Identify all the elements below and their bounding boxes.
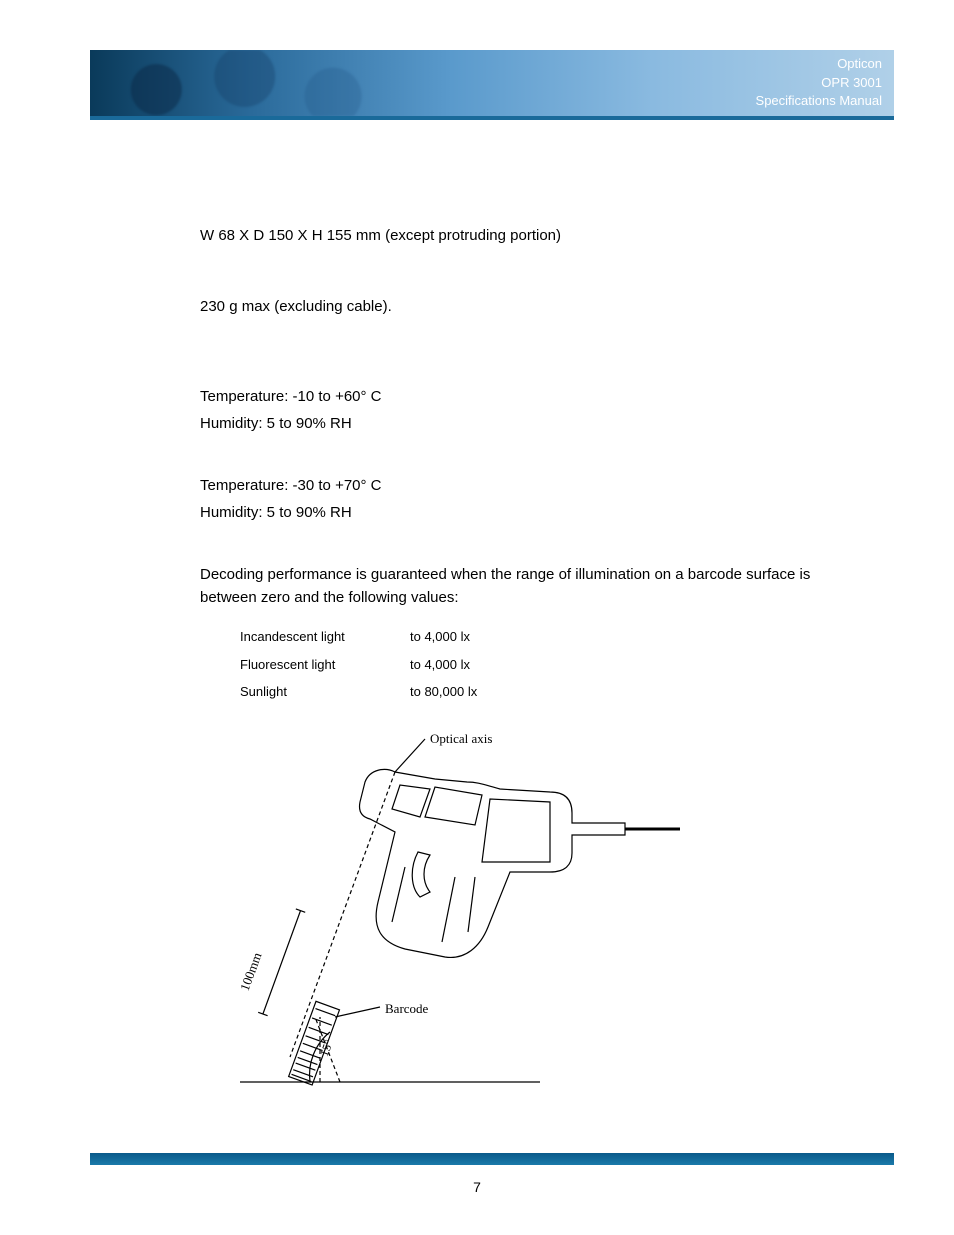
storage-humidity: Humidity: 5 to 90% RH xyxy=(200,502,834,525)
illum-label-1: Fluorescent light xyxy=(240,655,410,675)
illumination-spec: Decoding performance is guaranteed when … xyxy=(200,564,834,702)
illum-label-2: Sunlight xyxy=(240,682,410,702)
illumination-table: Incandescent light to 4,000 lx Fluoresce… xyxy=(240,627,834,702)
header-brand: Opticon xyxy=(756,55,882,74)
header-text-block: Opticon OPR 3001 Specifications Manual xyxy=(756,55,882,112)
operating-env-spec: Temperature: -10 to +60° C Humidity: 5 t… xyxy=(200,386,834,435)
illum-label-0: Incandescent light xyxy=(240,627,410,647)
table-row: Fluorescent light to 4,000 lx xyxy=(240,655,834,675)
illum-value-2: to 80,000 lx xyxy=(410,682,530,702)
weight-spec: 230 g max (excluding cable). xyxy=(200,296,834,319)
label-optical-axis: Optical axis xyxy=(430,729,492,749)
table-row: Incandescent light to 4,000 lx xyxy=(240,627,834,647)
table-row: Sunlight to 80,000 lx xyxy=(240,682,834,702)
page-number: 7 xyxy=(0,1179,954,1195)
weight-text: 230 g max (excluding cable). xyxy=(200,296,834,319)
label-barcode: Barcode xyxy=(385,999,428,1019)
illum-value-0: to 4,000 lx xyxy=(410,627,530,647)
scanner-svg xyxy=(220,717,680,1097)
illumination-intro: Decoding performance is guaranteed when … xyxy=(200,564,834,609)
dimensions-text: W 68 X D 150 X H 155 mm (except protrudi… xyxy=(200,225,834,248)
header-model: OPR 3001 xyxy=(756,74,882,93)
storage-temp: Temperature: -30 to +70° C xyxy=(200,475,834,498)
operating-temp: Temperature: -10 to +60° C xyxy=(200,386,834,409)
operating-humidity: Humidity: 5 to 90% RH xyxy=(200,413,834,436)
dimensions-spec: W 68 X D 150 X H 155 mm (except protrudi… xyxy=(200,225,834,248)
page-content: W 68 X D 150 X H 155 mm (except protrudi… xyxy=(200,225,834,1097)
scanner-diagram: Optical axis Barcode 100mm 15° xyxy=(220,717,680,1097)
storage-env-spec: Temperature: -30 to +70° C Humidity: 5 t… xyxy=(200,475,834,524)
header-subtitle: Specifications Manual xyxy=(756,92,882,111)
footer-bar xyxy=(90,1153,894,1165)
illum-value-1: to 4,000 lx xyxy=(410,655,530,675)
header-banner: Opticon OPR 3001 Specifications Manual xyxy=(90,50,894,120)
